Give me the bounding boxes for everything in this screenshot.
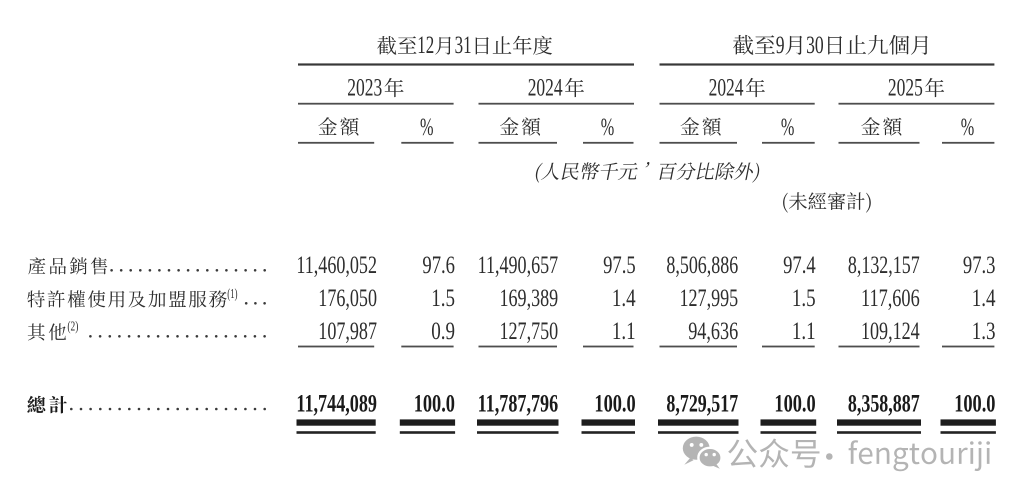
svg-text:117,606: 117,606 <box>861 284 920 312</box>
svg-text:8,358,887: 8,358,887 <box>848 390 920 418</box>
svg-text:(1): (1) <box>227 286 237 301</box>
svg-text:(2): (2) <box>67 319 78 334</box>
svg-text:2023: 2023 <box>347 74 382 102</box>
svg-text:2025: 2025 <box>888 74 923 102</box>
svg-text:97.5: 97.5 <box>603 251 636 279</box>
svg-text:31: 31 <box>455 31 472 59</box>
svg-text:8,506,886: 8,506,886 <box>666 251 738 279</box>
svg-text:1.1: 1.1 <box>612 317 636 345</box>
svg-text:8,729,517: 8,729,517 <box>666 390 738 418</box>
svg-text:97.3: 97.3 <box>963 251 996 279</box>
svg-text:11,460,052: 11,460,052 <box>296 251 377 279</box>
svg-text:8,132,157: 8,132,157 <box>848 251 920 279</box>
svg-text:1.4: 1.4 <box>972 284 996 312</box>
svg-text:1.5: 1.5 <box>792 284 816 312</box>
svg-text:%: % <box>420 113 434 141</box>
svg-text:169,389: 169,389 <box>500 284 559 312</box>
svg-text:100.0: 100.0 <box>954 390 995 418</box>
svg-text:176,050: 176,050 <box>318 284 377 312</box>
svg-text:2024: 2024 <box>709 74 744 102</box>
svg-text:11,744,089: 11,744,089 <box>296 390 377 418</box>
svg-text:1.3: 1.3 <box>972 317 996 345</box>
svg-text:107,987: 107,987 <box>318 317 377 345</box>
svg-text:127,995: 127,995 <box>680 284 739 312</box>
svg-text:97.4: 97.4 <box>783 251 816 279</box>
svg-text:11,787,796: 11,787,796 <box>478 390 559 418</box>
svg-text:1.1: 1.1 <box>792 317 816 345</box>
svg-text:12: 12 <box>417 31 434 59</box>
svg-text:0.9: 0.9 <box>431 317 455 345</box>
svg-text:1.4: 1.4 <box>612 284 636 312</box>
svg-text:97.6: 97.6 <box>422 251 455 279</box>
svg-text:11,490,657: 11,490,657 <box>478 251 559 279</box>
svg-text:94,636: 94,636 <box>688 317 738 345</box>
svg-text:100.0: 100.0 <box>414 390 455 418</box>
svg-text:100.0: 100.0 <box>594 390 635 418</box>
svg-text:30: 30 <box>806 31 824 59</box>
svg-text:%: % <box>601 113 615 141</box>
svg-text:127,750: 127,750 <box>500 317 559 345</box>
svg-text:%: % <box>781 113 795 141</box>
svg-text:1.5: 1.5 <box>431 284 455 312</box>
svg-text:100.0: 100.0 <box>774 390 815 418</box>
svg-text:109,124: 109,124 <box>861 317 920 345</box>
svg-text:%: % <box>961 113 975 141</box>
svg-text:2024: 2024 <box>528 74 563 102</box>
svg-text:9: 9 <box>776 31 785 59</box>
